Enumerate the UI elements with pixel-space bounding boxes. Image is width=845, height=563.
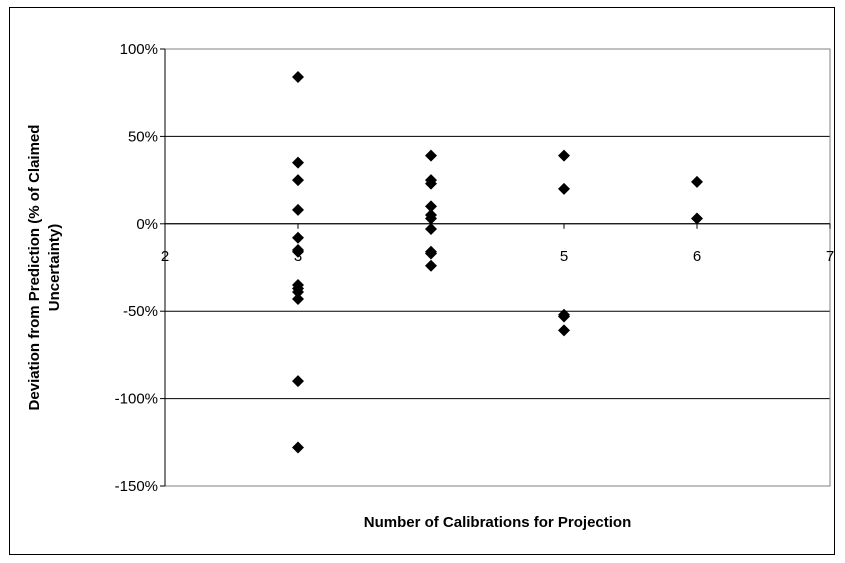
- x-tick-label-3: 5: [560, 248, 568, 265]
- data-point-3: [292, 203, 304, 216]
- data-point-24: [558, 182, 570, 195]
- data-point-22: [425, 259, 437, 272]
- data-point-11: [292, 375, 304, 388]
- y-axis-title-line-2: Uncertainty): [46, 224, 63, 312]
- data-point-2: [292, 174, 304, 187]
- x-tick-label-5: 7: [826, 248, 834, 265]
- data-point-12: [292, 441, 304, 454]
- data-point-13: [425, 149, 437, 162]
- axes: [160, 48, 831, 487]
- y-tick-label-4: 50%: [128, 128, 158, 145]
- y-tick-label-1: -100%: [115, 391, 158, 408]
- x-tick-label-0: 2: [161, 248, 169, 265]
- y-tick-label-0: -150%: [115, 478, 158, 495]
- data-point-26: [558, 310, 570, 323]
- data-point-0: [292, 70, 304, 83]
- x-tick-label-4: 6: [693, 248, 701, 265]
- chart-frame: [9, 7, 835, 555]
- data-point-15: [425, 177, 437, 190]
- data-point-18: [425, 212, 437, 225]
- x-axis-title: Number of Calibrations for Projection: [364, 514, 632, 531]
- data-point-1: [292, 156, 304, 169]
- data-points: [292, 70, 703, 454]
- data-point-19: [425, 223, 437, 236]
- data-point-16: [425, 200, 437, 213]
- data-point-29: [691, 212, 703, 225]
- y-axis-title: Deviation from Prediction (% of Claimed …: [26, 125, 63, 411]
- data-point-9: [292, 285, 304, 298]
- y-tick-label-2: -50%: [123, 303, 158, 320]
- gridlines: [165, 48, 830, 487]
- y-tick-label-3: 0%: [136, 216, 158, 233]
- plot-area: [164, 48, 831, 487]
- data-point-28: [691, 175, 703, 188]
- data-point-23: [558, 149, 570, 162]
- data-point-4: [292, 231, 304, 244]
- data-point-6: [292, 245, 304, 258]
- y-tick-label-5: 100%: [120, 41, 158, 58]
- data-point-21: [425, 247, 437, 260]
- data-point-10: [292, 292, 304, 305]
- y-axis-title-line-1: Deviation from Prediction (% of Claimed: [26, 125, 43, 411]
- data-point-27: [558, 324, 570, 337]
- tick-labels: -150%-100%-50%0%50%100%23567: [115, 41, 835, 495]
